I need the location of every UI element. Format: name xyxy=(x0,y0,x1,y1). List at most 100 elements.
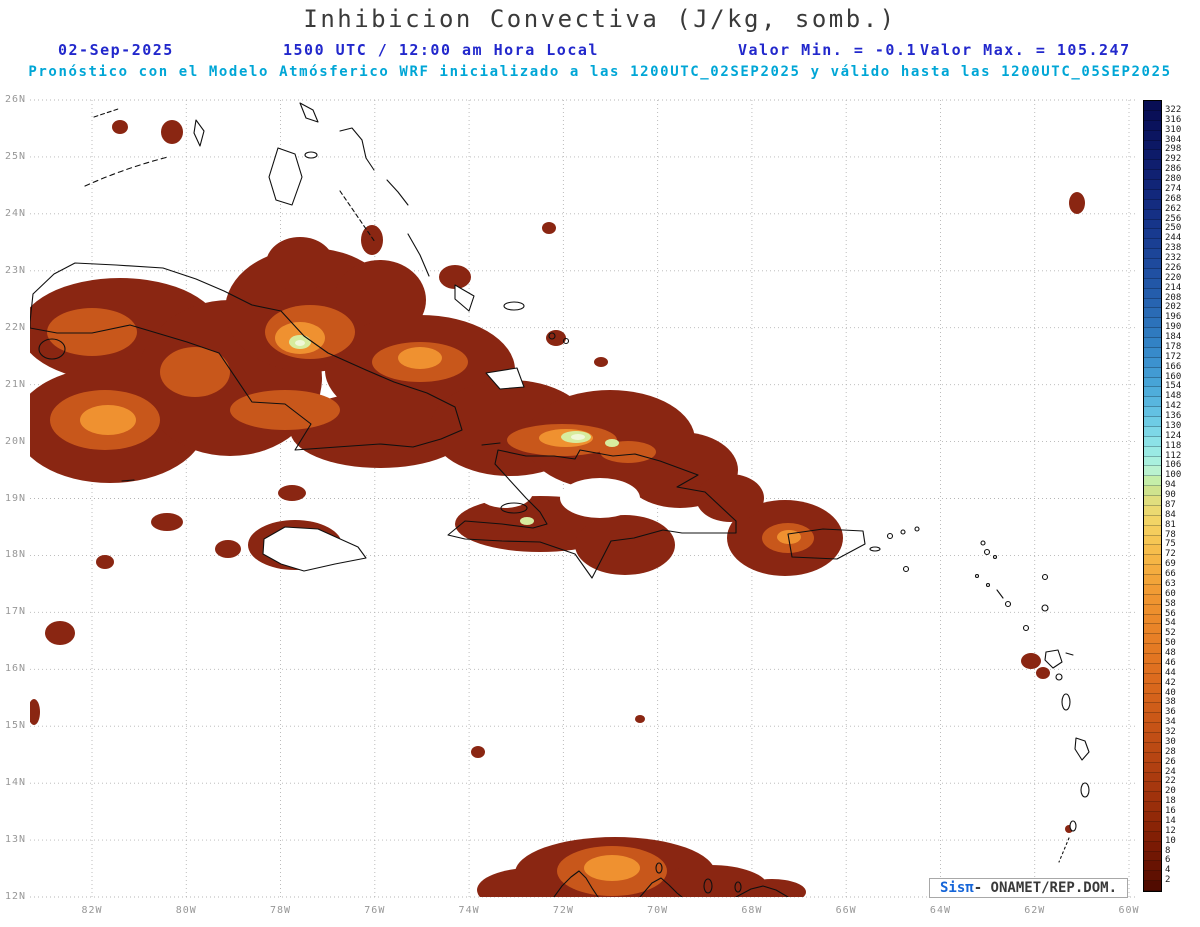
value-max-label: Valor Max. = 105.247 xyxy=(920,41,1131,59)
colorbar-segment xyxy=(1144,723,1161,733)
lat-tick-label: 14N xyxy=(4,777,26,789)
colorbar-segment xyxy=(1144,555,1161,566)
colorbar-segment xyxy=(1144,505,1161,516)
colorbar-segment xyxy=(1144,288,1161,299)
st-vincent-coastline xyxy=(1069,820,1077,832)
colorbar-segment xyxy=(1144,742,1161,753)
colorbar-segment xyxy=(1144,525,1161,536)
lat-tick-label: 19N xyxy=(4,492,26,504)
mayaguana-coastline xyxy=(503,301,525,311)
colorbar-segment xyxy=(1144,417,1161,427)
lat-tick-label: 17N xyxy=(4,606,26,618)
grenadines-coastline xyxy=(1058,837,1070,863)
cuba-coastline xyxy=(30,262,463,451)
lon-tick-label: 76W xyxy=(364,905,386,916)
colorbar-segment xyxy=(1144,367,1161,378)
lat-tick-label: 20N xyxy=(4,435,26,447)
colorbar-segment xyxy=(1144,841,1161,852)
new-providence-coastline xyxy=(304,151,318,159)
colorbar-segment xyxy=(1144,486,1161,496)
colorbar-segment xyxy=(1144,881,1161,891)
colorbar-segment xyxy=(1144,259,1161,269)
credit-sis-label: Sisπ xyxy=(939,880,974,896)
desirade-coastline xyxy=(1065,652,1074,656)
colorbar-segment xyxy=(1144,377,1161,388)
colorbar-segment xyxy=(1144,545,1161,556)
lon-tick-label: 72W xyxy=(552,905,574,916)
turks-island-coastline xyxy=(562,337,570,345)
lat-tick-label: 16N xyxy=(4,663,26,675)
colorbar-segment xyxy=(1144,130,1161,141)
colorbar-segment xyxy=(1144,614,1161,625)
colorbar-segment xyxy=(1144,821,1161,832)
lon-tick-label: 78W xyxy=(270,905,292,916)
cin-level-dark-red xyxy=(30,120,1085,897)
statia-coastline xyxy=(985,582,991,588)
gonave-island-coastline xyxy=(500,502,528,514)
colorbar-segment xyxy=(1144,693,1161,704)
hispaniola-coastline xyxy=(447,449,737,579)
colorbar-segment xyxy=(1144,831,1161,842)
colorbar-segment xyxy=(1144,219,1161,230)
colorbar-segment xyxy=(1144,772,1161,783)
lat-tick-label: 24N xyxy=(4,207,26,219)
colorbar-segment xyxy=(1144,229,1161,240)
colorbar-segment xyxy=(1144,515,1161,526)
florida-keys-coastline xyxy=(84,156,169,187)
martinique-coastline xyxy=(1074,737,1090,761)
guajira-coastline xyxy=(553,870,599,897)
cat-island-coastline xyxy=(386,179,409,206)
colorbar-segment xyxy=(1144,634,1161,645)
colorbar-segment xyxy=(1144,812,1161,822)
colorbar-segment xyxy=(1144,278,1161,289)
credit-onamet-label: - ONAMET/REP.DOM. xyxy=(973,880,1117,896)
page-title: Inhibicion Convectiva (J/kg, somb.) xyxy=(303,5,897,33)
inagua-coastline xyxy=(485,367,525,390)
st-john-coastline xyxy=(900,529,906,535)
colorbar-segment xyxy=(1144,357,1161,368)
st-kitts-coastline xyxy=(996,589,1004,599)
cin-clear-gaps xyxy=(477,476,640,518)
colorbar-segment xyxy=(1144,575,1161,585)
colorbar-segment xyxy=(1144,397,1161,408)
crooked-acklins-coastline xyxy=(454,284,475,312)
colorbar-segment xyxy=(1144,160,1161,171)
colorbar-segment xyxy=(1144,407,1161,417)
colorbar-segment xyxy=(1144,456,1161,467)
lon-tick-label: 74W xyxy=(458,905,480,916)
colorbar-segment xyxy=(1144,338,1161,348)
lon-tick-label: 68W xyxy=(741,905,763,916)
colorbar-segment xyxy=(1144,347,1161,358)
colorbar-segment xyxy=(1144,268,1161,279)
st-thomas-coastline xyxy=(886,532,894,540)
colorbar-segment xyxy=(1144,446,1161,457)
marie-galante-coastline xyxy=(1055,673,1063,681)
colorbar-segment xyxy=(1144,663,1161,674)
colorbar-segment xyxy=(1144,120,1161,131)
lon-tick-label: 80W xyxy=(175,905,197,916)
lat-tick-label: 26N xyxy=(4,94,26,105)
dominica-coastline xyxy=(1061,693,1071,711)
lat-tick-label: 13N xyxy=(4,834,26,846)
lat-tick-label: 18N xyxy=(4,549,26,561)
colorbar-segment xyxy=(1144,209,1161,220)
abaco-coastline xyxy=(299,102,319,123)
value-min-label: Valor Min. = -0.1 xyxy=(738,41,918,59)
colorbar-segment xyxy=(1144,802,1161,812)
lon-tick-label: 64W xyxy=(929,905,951,916)
st-croix-coastline xyxy=(902,565,910,573)
colorbar-segment xyxy=(1144,110,1161,121)
lat-tick-label: 25N xyxy=(4,150,26,162)
colorbar-segment xyxy=(1144,476,1161,487)
colorbar-segment xyxy=(1144,584,1161,595)
colorbar-segment xyxy=(1144,624,1161,635)
lat-tick-label: 12N xyxy=(4,891,26,902)
colorbar-segment xyxy=(1144,654,1161,664)
lat-tick-label: 21N xyxy=(4,378,26,390)
colorbar-segment xyxy=(1144,180,1161,190)
colorbar-segment xyxy=(1144,140,1161,151)
coastlines xyxy=(30,102,1090,897)
colorbar-segment xyxy=(1144,150,1161,161)
colorbar-segment xyxy=(1144,792,1161,803)
